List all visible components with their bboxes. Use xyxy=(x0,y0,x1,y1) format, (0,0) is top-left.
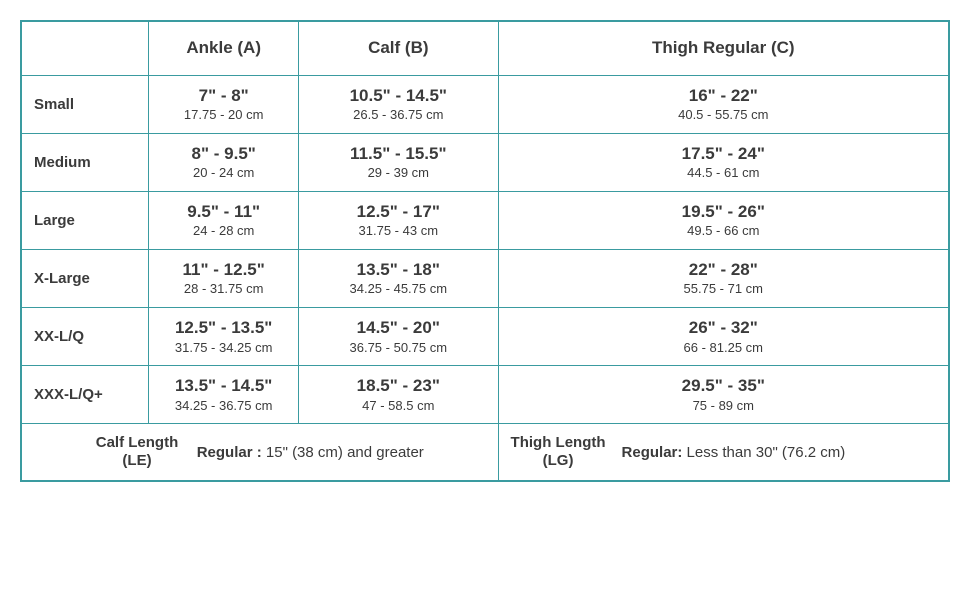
calf-cell: 14.5" - 20"36.75 - 50.75 cm xyxy=(299,308,499,366)
calf-cell: 10.5" - 14.5"26.5 - 36.75 cm xyxy=(299,75,499,133)
size-chart-table: Ankle (A) Calf (B) Thigh Regular (C) Sma… xyxy=(20,20,950,482)
table-row: Medium8" - 9.5"20 - 24 cm11.5" - 15.5"29… xyxy=(21,133,949,191)
thigh-cell: 29.5" - 35"75 - 89 cm xyxy=(498,366,949,424)
ankle-cell: 13.5" - 14.5"34.25 - 36.75 cm xyxy=(149,366,299,424)
size-label: X-Large xyxy=(21,249,149,307)
table-row: XX-L/Q12.5" - 13.5"31.75 - 34.25 cm14.5"… xyxy=(21,308,949,366)
header-row: Ankle (A) Calf (B) Thigh Regular (C) xyxy=(21,21,949,75)
header-calf: Calf (B) xyxy=(299,21,499,75)
size-label: Large xyxy=(21,191,149,249)
ankle-cell: 12.5" - 13.5"31.75 - 34.25 cm xyxy=(149,308,299,366)
calf-length-label: Calf Length (LE) xyxy=(96,434,179,470)
table-row: Large9.5" - 11"24 - 28 cm12.5" - 17"31.7… xyxy=(21,191,949,249)
calf-cell: 11.5" - 15.5"29 - 39 cm xyxy=(299,133,499,191)
calf-length-value: Regular : 15" (38 cm) and greater xyxy=(197,444,424,461)
thigh-cell: 22" - 28"55.75 - 71 cm xyxy=(498,249,949,307)
calf-length-cell: Calf Length (LE) Regular : 15" (38 cm) a… xyxy=(21,424,498,482)
thigh-length-cell: Thigh Length (LG) Regular: Less than 30"… xyxy=(498,424,949,482)
header-ankle: Ankle (A) xyxy=(149,21,299,75)
size-label: XX-L/Q xyxy=(21,308,149,366)
calf-cell: 18.5" - 23"47 - 58.5 cm xyxy=(299,366,499,424)
ankle-cell: 8" - 9.5"20 - 24 cm xyxy=(149,133,299,191)
thigh-cell: 19.5" - 26"49.5 - 66 cm xyxy=(498,191,949,249)
size-label: Medium xyxy=(21,133,149,191)
calf-cell: 13.5" - 18"34.25 - 45.75 cm xyxy=(299,249,499,307)
header-thigh: Thigh Regular (C) xyxy=(498,21,949,75)
ankle-cell: 11" - 12.5"28 - 31.75 cm xyxy=(149,249,299,307)
size-label: Small xyxy=(21,75,149,133)
thigh-cell: 26" - 32"66 - 81.25 cm xyxy=(498,308,949,366)
table-row: XXX-L/Q+13.5" - 14.5"34.25 - 36.75 cm18.… xyxy=(21,366,949,424)
header-blank xyxy=(21,21,149,75)
ankle-cell: 9.5" - 11"24 - 28 cm xyxy=(149,191,299,249)
table-row: X-Large11" - 12.5"28 - 31.75 cm13.5" - 1… xyxy=(21,249,949,307)
thigh-length-label: Thigh Length (LG) xyxy=(511,434,606,470)
table-body: Small7" - 8"17.75 - 20 cm10.5" - 14.5"26… xyxy=(21,75,949,424)
thigh-cell: 16" - 22"40.5 - 55.75 cm xyxy=(498,75,949,133)
calf-cell: 12.5" - 17"31.75 - 43 cm xyxy=(299,191,499,249)
table-row: Small7" - 8"17.75 - 20 cm10.5" - 14.5"26… xyxy=(21,75,949,133)
size-label: XXX-L/Q+ xyxy=(21,366,149,424)
thigh-length-value: Regular: Less than 30" (76.2 cm) xyxy=(622,444,846,461)
footer-row: Calf Length (LE) Regular : 15" (38 cm) a… xyxy=(21,424,949,482)
thigh-cell: 17.5" - 24"44.5 - 61 cm xyxy=(498,133,949,191)
ankle-cell: 7" - 8"17.75 - 20 cm xyxy=(149,75,299,133)
